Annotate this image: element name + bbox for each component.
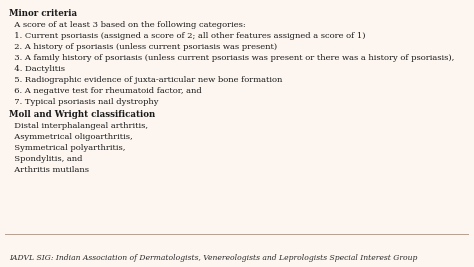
Text: 5. Radiographic evidence of juxta-articular new bone formation: 5. Radiographic evidence of juxta-articu… [9,76,283,84]
Text: 7. Typical psoriasis nail dystrophy: 7. Typical psoriasis nail dystrophy [9,98,159,106]
Text: Spondylitis, and: Spondylitis, and [9,155,83,163]
Text: 4. Dactylitis: 4. Dactylitis [9,65,65,73]
Text: 2. A history of psoriasis (unless current psoriasis was present): 2. A history of psoriasis (unless curren… [9,43,277,51]
Text: IADVL SIG: Indian Association of Dermatologists, Venereologists and Leprologists: IADVL SIG: Indian Association of Dermato… [9,254,418,262]
Text: 6. A negative test for rheumatoid factor, and: 6. A negative test for rheumatoid factor… [9,87,202,95]
Text: Moll and Wright classification: Moll and Wright classification [9,111,155,119]
Text: Symmetrical polyarthritis,: Symmetrical polyarthritis, [9,144,126,152]
Text: Minor criteria: Minor criteria [9,9,78,18]
Text: Distal interphalangeal arthritis,: Distal interphalangeal arthritis, [9,122,148,130]
Text: Arthritis mutilans: Arthritis mutilans [9,166,90,174]
Text: A score of at least 3 based on the following categories:: A score of at least 3 based on the follo… [9,21,246,29]
Text: 3. A family history of psoriasis (unless current psoriasis was present or there : 3. A family history of psoriasis (unless… [9,54,455,62]
Text: Asymmetrical oligoarthritis,: Asymmetrical oligoarthritis, [9,133,133,141]
Text: 1. Current psoriasis (assigned a score of 2; all other features assigned a score: 1. Current psoriasis (assigned a score o… [9,32,366,40]
